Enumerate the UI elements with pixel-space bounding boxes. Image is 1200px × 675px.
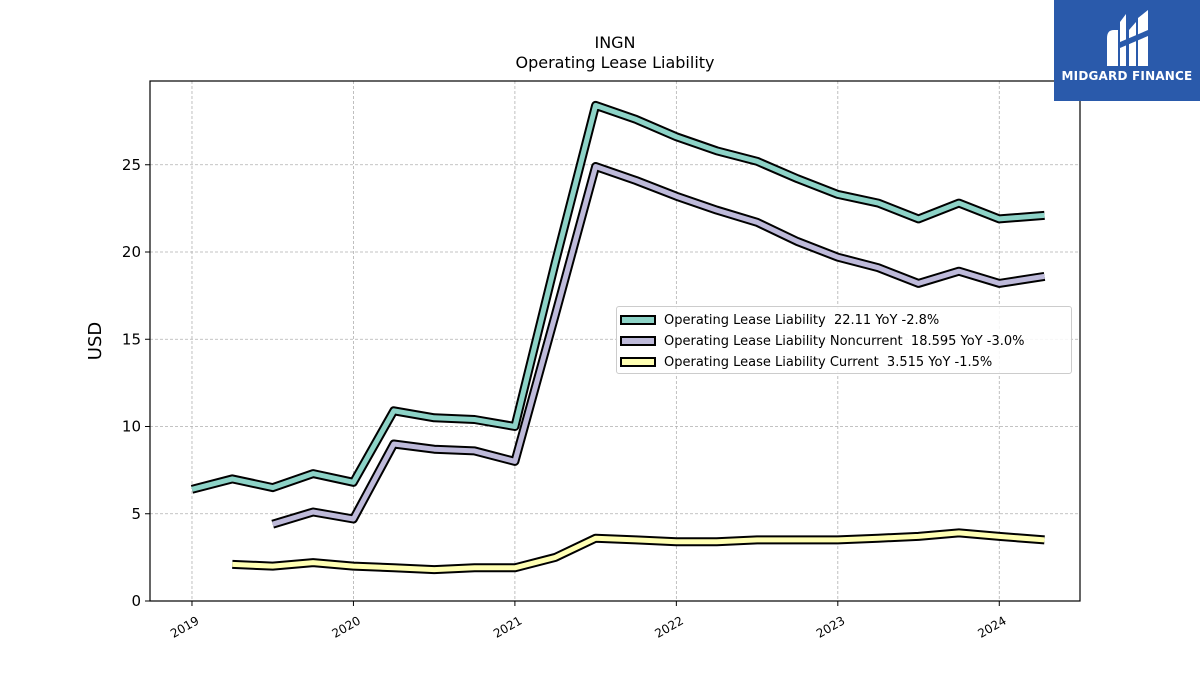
legend-swatch-current (620, 357, 656, 367)
legend-swatch-noncurrent (620, 336, 656, 346)
legend-item-noncurrent: Operating Lease Liability Noncurrent 18.… (620, 331, 1025, 351)
y-tick-label: 5 (131, 505, 141, 523)
plot-frame (149, 80, 1081, 602)
legend-item-current: Operating Lease Liability Current 3.515 … (620, 352, 992, 372)
series-outline-total (190, 100, 1045, 494)
y-tick-label: 20 (122, 243, 141, 261)
series-current (232, 528, 1045, 575)
legend-label-current: Operating Lease Liability Current 3.515 … (664, 354, 993, 370)
chart-title: INGN (594, 33, 636, 52)
legend-label-noncurrent: Operating Lease Liability Noncurrent 18.… (664, 333, 1025, 349)
legend-swatch-total (620, 315, 656, 325)
x-tick-label: 2022 (652, 613, 685, 640)
legend-item-total: Operating Lease Liability 22.11 YoY -2.8… (620, 310, 939, 330)
brand-name: MIDGARD FINANCE (1061, 69, 1193, 83)
y-tick-label: 15 (122, 330, 141, 348)
series-layer (190, 100, 1046, 575)
y-tick-label: 25 (122, 156, 141, 174)
chart-subtitle: Operating Lease Liability (515, 53, 715, 72)
y-axis-label: USD (85, 322, 106, 360)
y-tick-label: 10 (122, 418, 141, 436)
chart-legend: Operating Lease Liability 22.11 YoY -2.8… (616, 306, 1072, 374)
series-line-total (191, 102, 1045, 492)
x-tick-label: 2023 (814, 613, 847, 640)
x-tick-label: 2021 (491, 613, 524, 640)
x-tick-label: 2019 (168, 613, 201, 640)
y-tick-label: 0 (131, 592, 141, 610)
brand-logo: MIDGARD FINANCE (1054, 0, 1200, 101)
midgard-m-icon (1107, 10, 1148, 66)
series-total (190, 100, 1045, 494)
series-noncurrent (271, 162, 1046, 529)
x-tick-label: 2020 (329, 613, 362, 640)
legend-label-total: Operating Lease Liability 22.11 YoY -2.8… (664, 312, 940, 328)
series-line-noncurrent (271, 164, 1045, 527)
series-line-current (232, 530, 1045, 573)
x-tick-label: 2024 (975, 613, 1008, 640)
